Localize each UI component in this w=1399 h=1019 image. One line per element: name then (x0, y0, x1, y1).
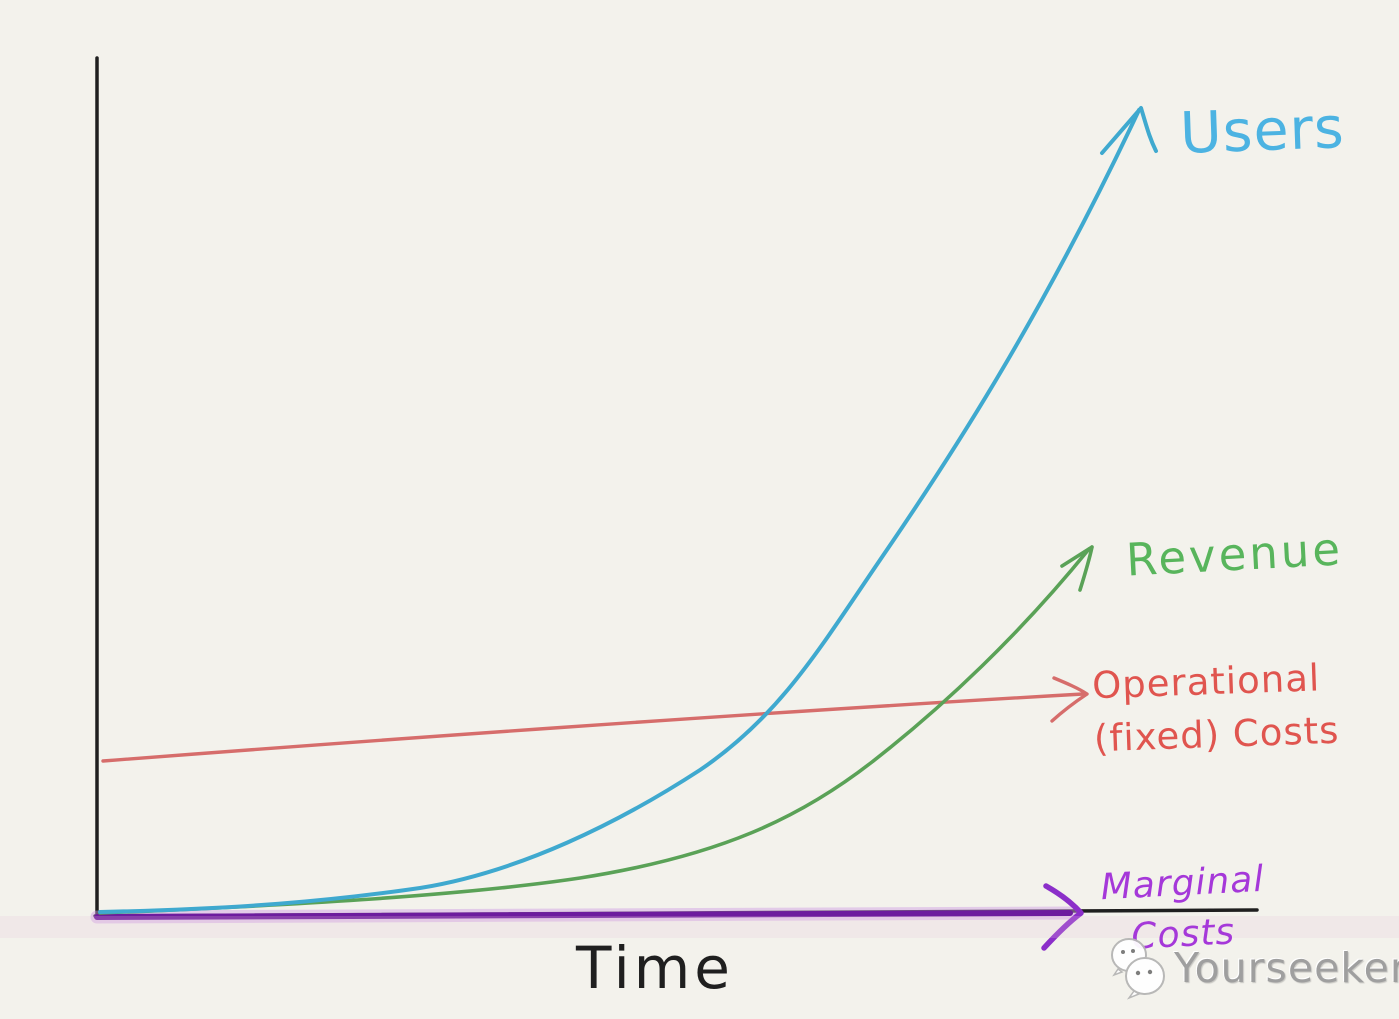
operational-costs-arrowhead (1050, 676, 1089, 723)
operational-costs-label: Operational (fixed) Costs (1091, 652, 1340, 766)
users-curve (98, 108, 1141, 914)
wechat-icon (1111, 938, 1165, 1000)
revenue-curve (98, 547, 1091, 915)
operational-costs-line (101, 692, 1085, 763)
marginal-costs-arrowhead (1041, 883, 1084, 951)
watermark: Yourseeker (1108, 934, 1399, 1002)
operational-costs-label-line1: Operational (1091, 656, 1321, 708)
revenue-arrowhead (1060, 545, 1094, 592)
watermark-text: Yourseeker (1174, 944, 1399, 992)
users-arrowhead (1100, 106, 1158, 155)
operational-costs-label-line2: (fixed) Costs (1093, 708, 1341, 760)
marginal-costs-label-line1: Marginal (1099, 858, 1266, 909)
users-label: Users (1178, 95, 1346, 167)
revenue-label: Revenue (1124, 522, 1345, 587)
x-axis-label: Time (576, 934, 734, 1002)
marginal-costs-line (94, 910, 1073, 920)
